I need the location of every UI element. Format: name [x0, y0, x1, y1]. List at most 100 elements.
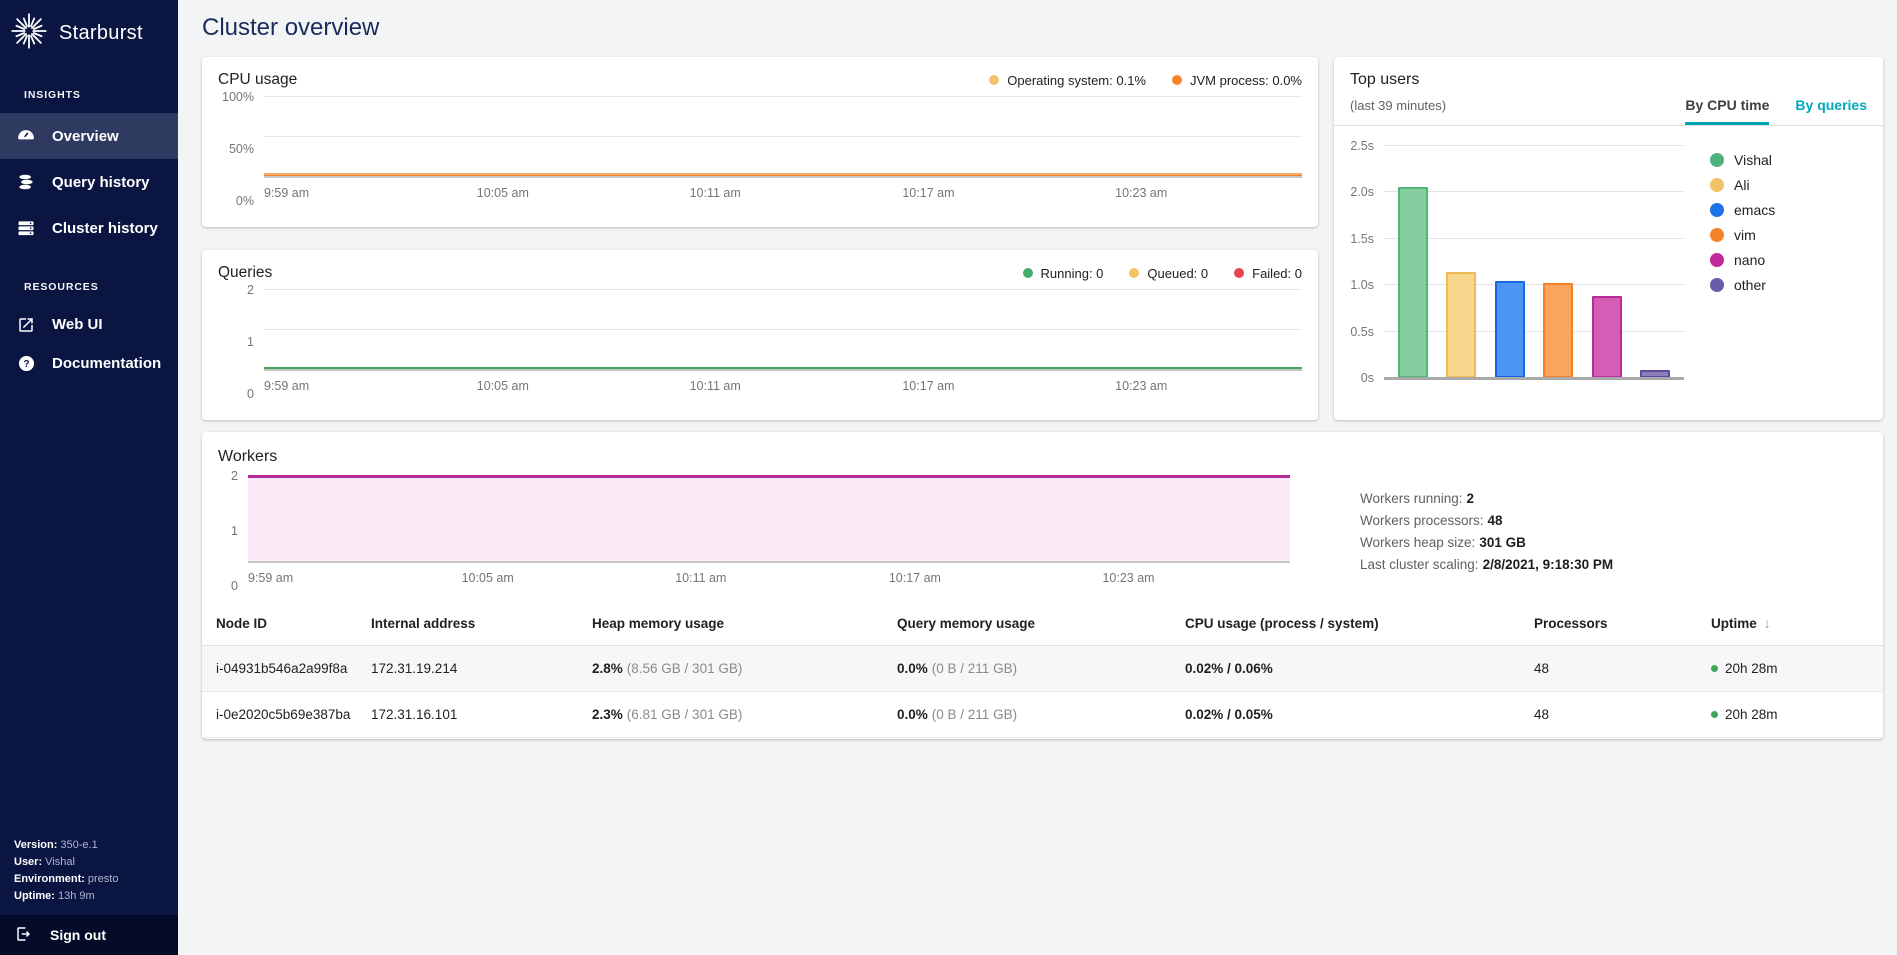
gridline — [1384, 237, 1684, 239]
sort-descending-icon: ↓ — [1763, 615, 1771, 631]
stat-label: Last cluster scaling: — [1360, 557, 1479, 572]
legend-item-jvm-process: JVM process: 0.0% — [1172, 73, 1302, 88]
x-tick-label: 10:17 am — [902, 186, 955, 200]
y-tick-label: 2.0s — [1350, 185, 1374, 200]
legend-item-vim: vim — [1710, 227, 1775, 243]
column-header-query-memory: Query memory usage — [897, 600, 1185, 646]
cpu-percent: 0.02% / 0.05% — [1185, 707, 1273, 722]
legend-dot — [1022, 268, 1033, 278]
bar-nano — [1591, 296, 1622, 378]
version-value: 350-e.1 — [60, 839, 98, 851]
svg-text:?: ? — [23, 359, 29, 370]
legend-label: Failed: 0 — [1252, 265, 1302, 281]
sidebar-item-web-ui[interactable]: Web UI — [0, 305, 178, 344]
y-tick-label: 0.5s — [1350, 324, 1374, 339]
workers-area-chart: 2 1 0 9:59 am 10:05 am 10:11 am 10:17 am 10:23 … — [202, 469, 1290, 593]
stat-value: 301 GB — [1479, 535, 1526, 550]
y-tick-label: 1.5s — [1350, 231, 1374, 246]
stat-label: Workers heap size: — [1360, 535, 1476, 550]
uptime-label: Uptime: — [14, 890, 55, 902]
y-tick-label: 2 — [247, 283, 254, 297]
main-content: Cluster overview CPU usage Operating sys… — [178, 0, 1897, 955]
gridline — [264, 289, 1302, 290]
column-header-uptime[interactable]: Uptime ↓ — [1711, 600, 1883, 646]
series-line-running — [264, 367, 1302, 369]
sidebar-item-label: Overview — [52, 127, 119, 145]
x-axis: 9:59 am 10:05 am 10:11 am 10:17 am 10:23 am — [264, 370, 1302, 394]
tab-by-queries[interactable]: By queries — [1795, 97, 1867, 113]
server-icon — [15, 218, 37, 238]
area-fill — [248, 476, 1290, 562]
environment-value: presto — [87, 873, 119, 885]
legend-dot — [1234, 268, 1245, 278]
starburst-logo[interactable]: Starburst — [0, 0, 178, 57]
bar-Ali — [1446, 272, 1477, 378]
plot — [248, 475, 1290, 563]
legend-dot — [1129, 268, 1140, 278]
sidebar-item-label: Cluster history — [52, 219, 158, 237]
x-tick-label: 10:23 am — [1115, 186, 1168, 200]
top-users-card: Top users (last 39 minutes) By CPU time … — [1334, 57, 1883, 420]
legend-item-operating-system: Operating system: 0.1% — [989, 73, 1146, 88]
cell-node-id: i-04931b546a2a99f8a — [216, 661, 348, 676]
gridline — [1384, 191, 1684, 193]
bar-other — [1639, 369, 1670, 378]
cell-uptime: 20h 28m — [1711, 646, 1883, 692]
queries-legend: Running: 0 Queued: 0 Failed: 0 — [1022, 265, 1302, 281]
stat-value: 2/8/2021, 9:18:30 PM — [1482, 557, 1614, 572]
sidebar-item-query-history[interactable]: Query history — [0, 159, 178, 205]
tab-by-cpu-time[interactable]: By CPU time — [1685, 97, 1770, 125]
series-line-operating-system — [264, 172, 1302, 175]
gridline — [264, 96, 1302, 97]
heap-detail: (8.56 GB / 301 GB) — [626, 661, 743, 676]
sign-out-label: Sign out — [50, 927, 106, 943]
y-axis: 2 1 0 — [218, 283, 264, 401]
legend-label: emacs — [1734, 202, 1776, 218]
cell-cpu-usage: 0.02% / 0.05% — [1185, 692, 1534, 738]
cell-processors: 48 — [1534, 707, 1550, 722]
cell-query-memory: 0.0% (0 B / 211 GB) — [897, 692, 1185, 738]
top-users-subtitle: (last 39 minutes) — [1350, 98, 1447, 113]
x-tick-label: 10:17 am — [888, 571, 941, 585]
sidebar-item-overview[interactable]: Overview — [0, 113, 178, 159]
cpu-usage-line-chart: 100% 50% 0% 9:59 am 10:05 am 10:11 am 10:17 am… — [218, 90, 1302, 208]
cell-processors: 48 — [1534, 661, 1550, 676]
cell-uptime: 20h 28m — [1711, 692, 1883, 738]
legend-label: nano — [1734, 252, 1766, 268]
heap-percent: 2.8% — [592, 661, 623, 676]
x-tick-label: 10:05 am — [461, 571, 514, 585]
stat-workers-processors: Workers processors: 48 — [1360, 510, 1613, 532]
gridline — [1384, 145, 1684, 146]
plot — [264, 289, 1302, 371]
legend-dot — [1710, 153, 1724, 167]
cpu-usage-card: CPU usage Operating system: 0.1% JVM pro… — [202, 57, 1318, 227]
table-row: i-04931b546a2a99f8a 172.31.19.214 2.8% (8… — [202, 645, 1883, 692]
sidebar-nav-resources: Web UI ? Documentation — [0, 305, 178, 383]
version-row: Version: 350-e.1 — [14, 837, 118, 854]
page-title: Cluster overview — [202, 14, 380, 41]
uptime-row: Uptime: 13h 9m — [14, 888, 118, 905]
external-link-icon — [15, 316, 37, 334]
query-percent: 0.0% — [897, 707, 928, 722]
sign-out-button[interactable]: Sign out — [0, 915, 178, 955]
sidebar: Starburst INSIGHTS Overview — [0, 0, 178, 955]
legend-label: Queued: 0 — [1147, 265, 1209, 281]
legend-item-nano: nano — [1710, 252, 1775, 268]
logo-text: Starburst — [59, 22, 143, 44]
column-header-cpu-usage: CPU usage (process / system) — [1185, 600, 1534, 646]
legend-item-vishal: Vishal — [1710, 152, 1775, 168]
status-dot — [1711, 711, 1718, 718]
legend-item-other: other — [1710, 277, 1775, 293]
x-tick-label: 9:59 am — [264, 186, 310, 200]
legend-item-running: Running: 0 — [1022, 265, 1104, 281]
legend-label: Running: 0 — [1040, 265, 1104, 281]
sidebar-section-insights: INSIGHTS — [24, 89, 81, 101]
x-tick-label: 10:17 am — [902, 379, 955, 393]
bars — [1384, 146, 1684, 378]
legend-dot — [1710, 228, 1724, 242]
column-header-node-id: Node ID — [202, 600, 371, 646]
sidebar-item-documentation[interactable]: ? Documentation — [0, 344, 178, 383]
sidebar-item-cluster-history[interactable]: Cluster history — [0, 205, 178, 251]
stat-value: 2 — [1466, 491, 1475, 506]
